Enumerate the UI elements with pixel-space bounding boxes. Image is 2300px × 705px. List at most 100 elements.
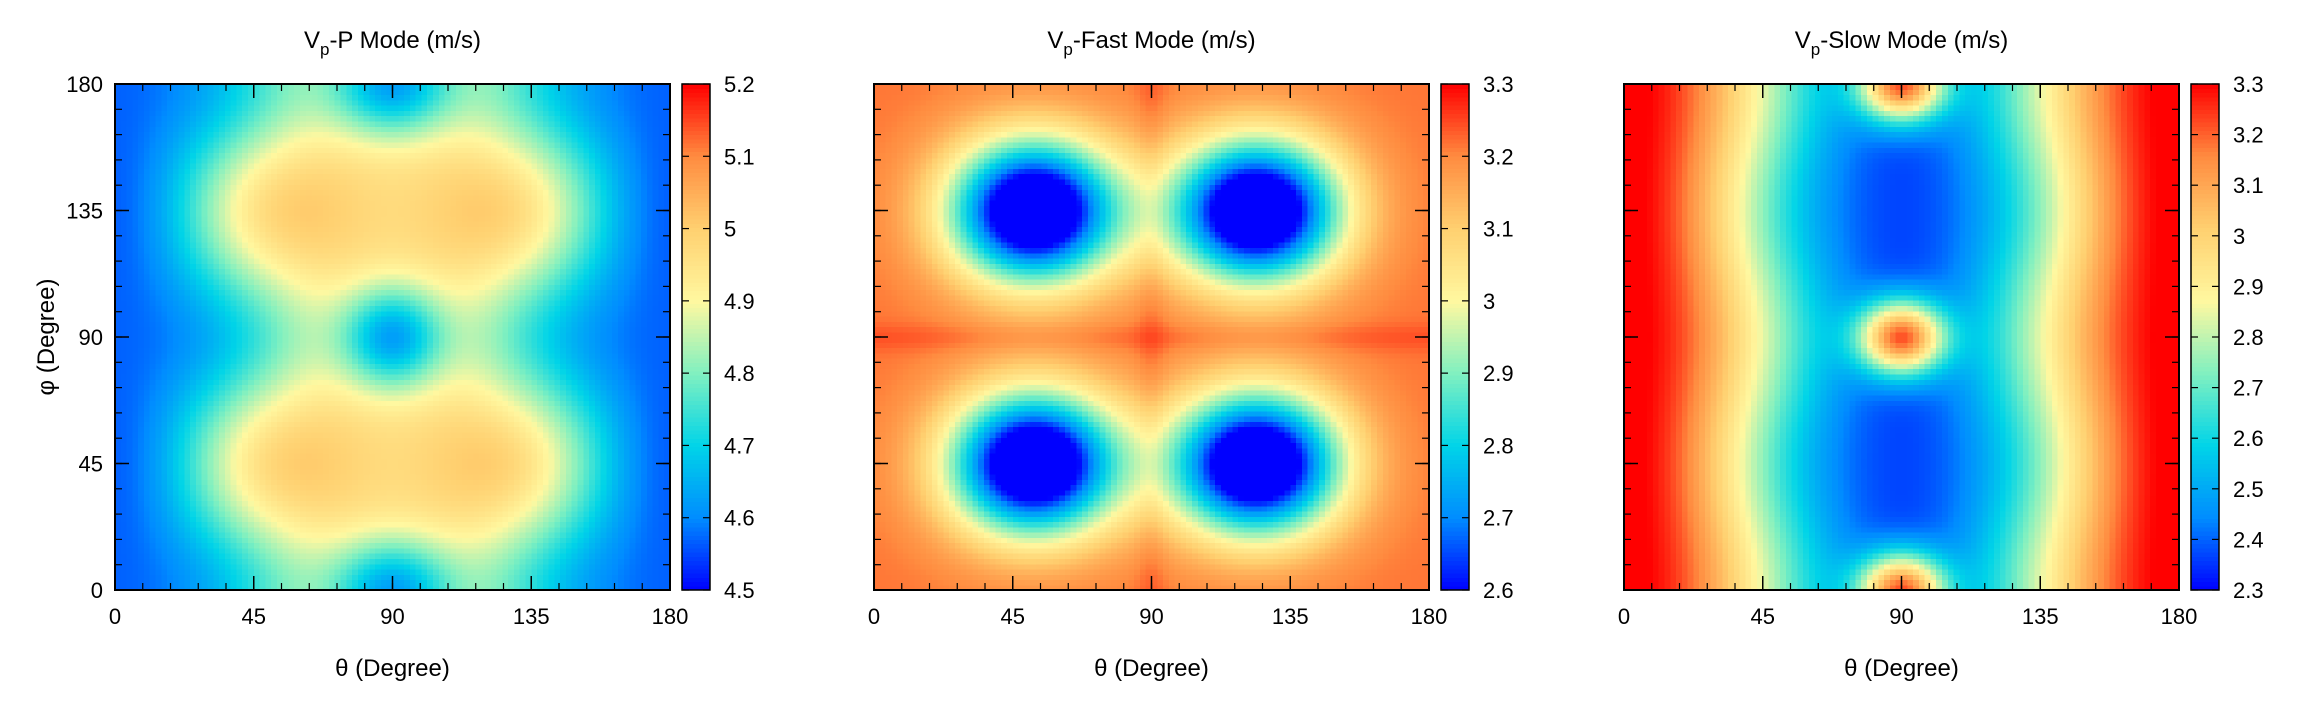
- heatmap-cell: [364, 353, 370, 359]
- heatmap-cell: [531, 543, 537, 549]
- heatmap-cell: [283, 479, 289, 485]
- heatmap-cell: [381, 506, 387, 512]
- heatmap-cell: [294, 506, 300, 512]
- heatmap-cell: [346, 421, 352, 427]
- heatmap-cell: [184, 437, 190, 443]
- heatmap-cell: [236, 363, 242, 369]
- heatmap-cell: [468, 469, 474, 475]
- heatmap-cell: [497, 458, 503, 464]
- heatmap-cell: [450, 511, 456, 517]
- heatmap-cell: [236, 432, 242, 438]
- heatmap-cell: [485, 579, 491, 585]
- heatmap-cell: [196, 511, 202, 517]
- heatmap-cell: [525, 406, 531, 412]
- heatmap-cell: [427, 369, 433, 375]
- heatmap-cell: [641, 543, 647, 549]
- heatmap-cell: [572, 416, 578, 422]
- heatmap-cell: [219, 379, 225, 385]
- heatmap-cell: [127, 395, 133, 401]
- heatmap-cell: [583, 506, 589, 512]
- heatmap-cell: [624, 511, 630, 517]
- heatmap-cell: [393, 353, 399, 359]
- heatmap-cell: [462, 506, 468, 512]
- heatmap-cell: [624, 490, 630, 496]
- heatmap-cell: [612, 374, 618, 380]
- heatmap-cell: [248, 437, 254, 443]
- heatmap-cell: [433, 374, 439, 380]
- heatmap-cell: [161, 353, 167, 359]
- heatmap-cell: [190, 363, 196, 369]
- heatmap-cell: [485, 395, 491, 401]
- heatmap-cell: [531, 564, 537, 570]
- heatmap-cell: [208, 363, 214, 369]
- heatmap-cell: [427, 537, 433, 543]
- heatmap-cell: [381, 537, 387, 543]
- heatmap-cell: [317, 469, 323, 475]
- heatmap-cell: [155, 516, 161, 522]
- heatmap-cell: [473, 363, 479, 369]
- heatmap-cell: [265, 448, 271, 454]
- heatmap-cell: [190, 411, 196, 417]
- heatmap-cell: [624, 437, 630, 443]
- heatmap-cell: [138, 437, 144, 443]
- heatmap-cell: [312, 485, 318, 491]
- heatmap-cell: [138, 485, 144, 491]
- heatmap-cell: [421, 574, 427, 580]
- heatmap-cell: [271, 421, 277, 427]
- heatmap-cell: [566, 500, 572, 506]
- heatmap-cell: [202, 558, 208, 564]
- heatmap-cell: [485, 495, 491, 501]
- heatmap-cell: [236, 453, 242, 459]
- heatmap-cell: [537, 411, 543, 417]
- heatmap-cell: [416, 516, 422, 522]
- heatmap-cell: [213, 437, 219, 443]
- heatmap-cell: [161, 469, 167, 475]
- heatmap-cell: [184, 474, 190, 480]
- heatmap-cell: [127, 400, 133, 406]
- heatmap-cell: [352, 374, 358, 380]
- heatmap-cell: [317, 369, 323, 375]
- heatmap-cell: [335, 363, 341, 369]
- heatmap-cell: [242, 448, 248, 454]
- heatmap-cell: [606, 464, 612, 470]
- heatmap-cell: [497, 532, 503, 538]
- heatmap-cell: [421, 490, 427, 496]
- heatmap-cell: [242, 500, 248, 506]
- heatmap-cell: [485, 390, 491, 396]
- heatmap-cell: [144, 521, 150, 527]
- heatmap-cell: [450, 485, 456, 491]
- heatmap-cell: [167, 353, 173, 359]
- heatmap-cell: [508, 564, 514, 570]
- heatmap-cell: [283, 421, 289, 427]
- heatmap-cell: [254, 537, 260, 543]
- heatmap-cell: [242, 427, 248, 433]
- heatmap-cell: [179, 379, 185, 385]
- heatmap-cell: [352, 411, 358, 417]
- heatmap-cell: [340, 574, 346, 580]
- heatmap-cell: [560, 395, 566, 401]
- heatmap-cell: [427, 416, 433, 422]
- heatmap-cell: [566, 379, 572, 385]
- heatmap-cell: [352, 448, 358, 454]
- heatmap-cell: [612, 421, 618, 427]
- heatmap-cell: [572, 495, 578, 501]
- heatmap-cell: [306, 432, 312, 438]
- heatmap-cell: [254, 579, 260, 585]
- heatmap-cell: [589, 516, 595, 522]
- heatmap-cell: [612, 442, 618, 448]
- heatmap-cell: [213, 479, 219, 485]
- heatmap-cell: [647, 574, 653, 580]
- heatmap-cell: [288, 469, 294, 475]
- heatmap-cell: [393, 400, 399, 406]
- heatmap-cell: [213, 458, 219, 464]
- heatmap-cell: [456, 458, 462, 464]
- heatmap-cell: [531, 527, 537, 533]
- heatmap-cell: [150, 416, 156, 422]
- heatmap-cell: [300, 485, 306, 491]
- heatmap-cell: [560, 532, 566, 538]
- heatmap-cell: [624, 369, 630, 375]
- heatmap-cell: [242, 574, 248, 580]
- heatmap-cell: [439, 374, 445, 380]
- heatmap-cell: [647, 485, 653, 491]
- heatmap-cell: [300, 500, 306, 506]
